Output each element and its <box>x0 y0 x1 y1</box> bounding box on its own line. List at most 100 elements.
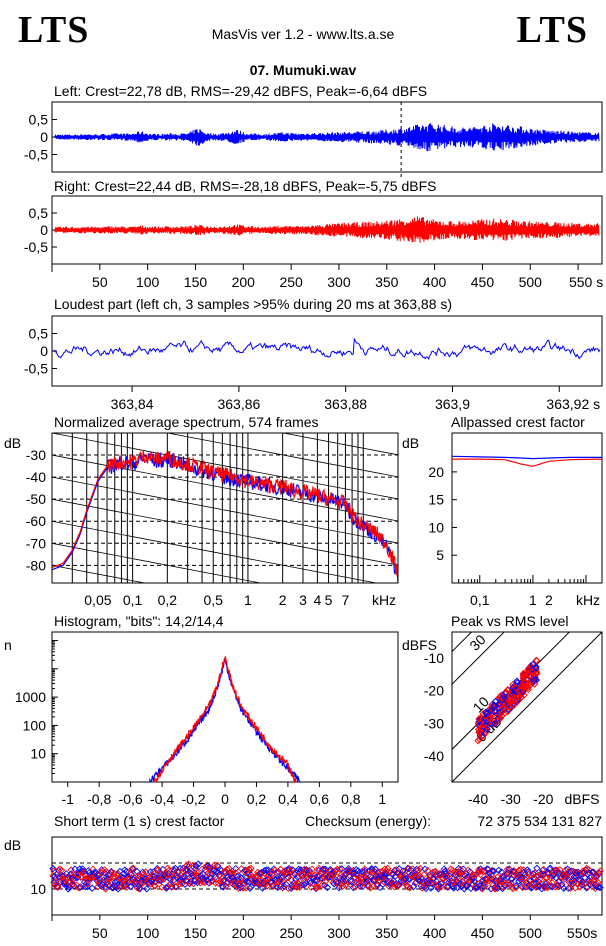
y-tick-label: 10 <box>30 746 46 762</box>
scatter-point <box>475 727 484 736</box>
crest-point <box>174 867 182 875</box>
crest-point <box>67 866 75 874</box>
crest-point <box>577 870 585 878</box>
y-tick-label: -30 <box>26 447 46 463</box>
crest-point <box>166 876 175 884</box>
crest-point <box>438 879 446 887</box>
crest-point <box>556 865 564 874</box>
y-tick-label: 1000 <box>15 689 46 705</box>
crest-point <box>344 865 353 873</box>
crest-point <box>182 876 190 885</box>
left-waveform-chart: Left: Crest=22,78 dB, RMS=-29,42 dBFS, P… <box>24 83 603 178</box>
crest-point <box>223 878 231 887</box>
x-tick-label: 7 <box>342 592 350 608</box>
x-tick-label: 0,8 <box>341 791 361 807</box>
y-tick-label: -0,5 <box>24 239 48 255</box>
x-tick-label: 4 <box>313 592 321 608</box>
x-tick-label: 300 <box>327 925 351 941</box>
crest-point <box>321 865 330 873</box>
crest-point <box>214 868 223 877</box>
x-tick-label: 150 <box>184 925 208 941</box>
crest-point <box>219 883 227 891</box>
crest-point <box>570 878 578 886</box>
x-tick-label: 0,1 <box>123 592 143 608</box>
crest-point <box>315 864 323 872</box>
crest-point <box>453 884 462 892</box>
lts-logo-right: LTS <box>516 9 588 51</box>
x-tick-label: 450 <box>471 274 495 290</box>
crest-point <box>101 885 110 893</box>
y-tick-label: -0,5 <box>24 147 48 163</box>
crest-point <box>236 883 245 892</box>
scatter-point <box>527 661 535 670</box>
crest-point <box>262 866 270 874</box>
scatter-point <box>512 697 521 705</box>
x-tick-label: 450 <box>471 925 495 941</box>
scatter-point <box>498 712 506 720</box>
x-tick-label: -40 <box>468 791 488 807</box>
crest-point <box>531 875 539 883</box>
crest-point <box>389 879 398 888</box>
crest-point <box>192 862 201 870</box>
crest-point <box>78 865 87 873</box>
crest-point <box>428 879 436 888</box>
crest-point <box>512 884 520 892</box>
crest-point <box>587 873 596 881</box>
crest-point <box>481 882 489 890</box>
crest-point <box>154 876 162 884</box>
crest-diagonal <box>452 632 473 653</box>
right-waveform-series <box>54 216 600 243</box>
crest-point <box>268 867 276 876</box>
crest-point <box>500 876 509 884</box>
scatter-point <box>497 692 505 701</box>
scatter-point <box>485 715 494 723</box>
x-tick-label: 363,92 s <box>546 396 600 412</box>
scatter-point <box>525 664 533 673</box>
crest-point <box>470 871 478 879</box>
crest-point <box>135 885 143 893</box>
right-waveform-chart: Right: Crest=22,44 dB, RMS=-28,18 dBFS, … <box>24 178 603 290</box>
crest-point <box>418 875 426 883</box>
crest-point <box>121 866 129 874</box>
x-tick-label: 0,05 <box>84 592 111 608</box>
crest-point <box>596 883 604 892</box>
crest-point <box>56 865 64 873</box>
x-tick-label: 363,9 <box>435 396 470 412</box>
crest-point <box>120 870 128 878</box>
crest-point <box>92 872 100 881</box>
x-tick-label: -0,6 <box>119 791 143 807</box>
crest-point <box>100 869 109 877</box>
crest-point <box>67 870 75 878</box>
crest-point <box>595 869 603 877</box>
crest-point <box>387 879 396 887</box>
crest-point <box>320 866 328 874</box>
crest-point <box>514 871 522 879</box>
x-tick-label: 350 <box>375 925 399 941</box>
crest-point <box>274 883 282 892</box>
scatter-point <box>491 719 499 727</box>
x-tick-label: -20 <box>533 791 553 807</box>
crest-point <box>62 870 70 878</box>
crest-point <box>280 882 289 891</box>
crest-point <box>258 884 267 892</box>
y-axis-label: dB <box>4 837 21 853</box>
left-waveform-title: Left: Crest=22,78 dB, RMS=-29,42 dBFS, P… <box>54 83 427 99</box>
x-tick-label: 500 <box>519 925 543 941</box>
avg-spectrum-title: Normalized average spectrum, 574 frames <box>54 414 319 430</box>
crest-point <box>571 868 579 877</box>
scatter-point <box>491 697 500 706</box>
crest-point <box>533 864 541 872</box>
crest-point <box>452 877 461 885</box>
crest-point <box>221 867 229 876</box>
crest-point <box>404 883 412 891</box>
crest-point <box>459 865 467 873</box>
crest-point <box>484 865 492 874</box>
y-tick-label: -30 <box>424 715 444 731</box>
crest-point <box>206 870 214 878</box>
crest-point <box>128 864 136 873</box>
crest-point <box>263 882 271 890</box>
x-tick-label: kHz <box>576 592 600 608</box>
crest-point <box>584 866 593 874</box>
crest-point <box>507 879 515 887</box>
y-tick-label: 0 <box>40 129 48 145</box>
